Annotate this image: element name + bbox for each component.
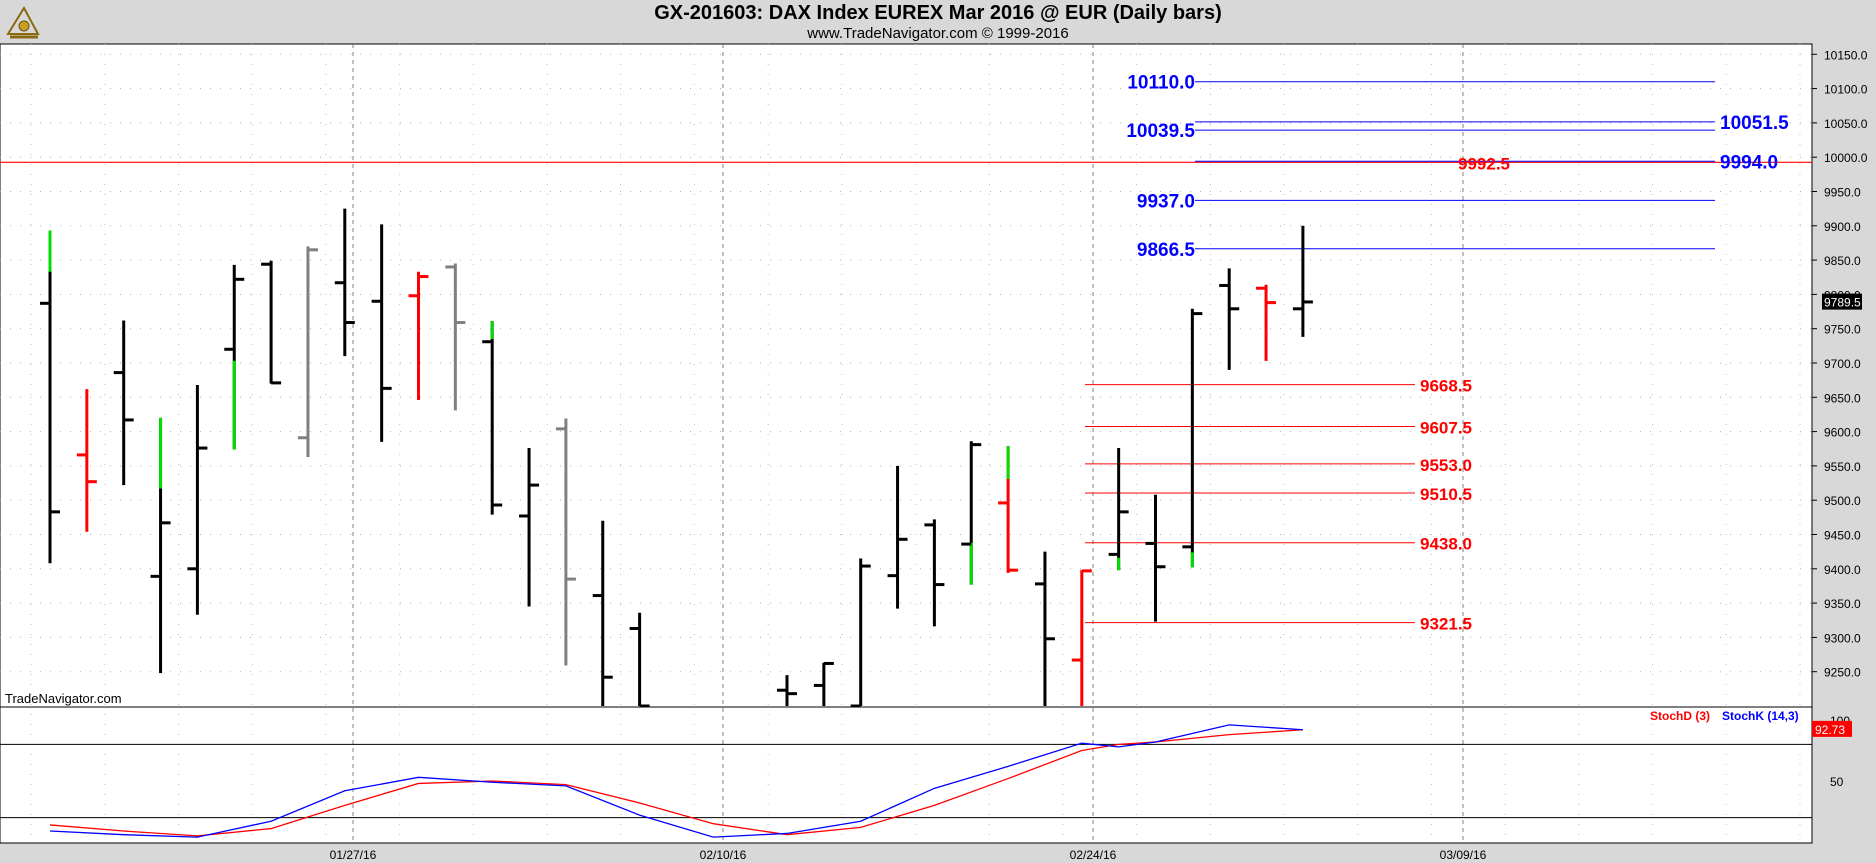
price-tick-label: 9300.0	[1824, 631, 1861, 645]
blue-level-label: 9937.0	[1137, 191, 1195, 212]
stoch-series-line	[49, 724, 1303, 838]
date-axis-band	[0, 843, 1876, 863]
ohlc-bar	[482, 321, 503, 515]
chart-subtitle: www.TradeNavigator.com © 1999-2016	[807, 25, 1069, 42]
ohlc-bar	[887, 465, 908, 609]
sextant-logo-icon	[6, 5, 40, 39]
last-price-label: 9789.5	[1824, 296, 1861, 310]
blue-level-label: 9866.5	[1137, 240, 1196, 261]
price-tick-label: 9350.0	[1824, 597, 1861, 611]
price-tick-label: 9450.0	[1824, 528, 1861, 542]
date-tick-label: 01/27/16	[330, 848, 377, 862]
last-stoch-label: 92.73	[1815, 723, 1845, 737]
last-stoch-tag	[1812, 720, 1852, 737]
ohlc-bar	[924, 519, 945, 627]
blue-level-label: 10039.5	[1126, 121, 1195, 142]
legend-stoch-k: StochK (14,3)	[1722, 709, 1799, 723]
ohlc-bar	[1219, 268, 1240, 370]
price-tick-label: 9700.0	[1824, 357, 1861, 371]
price-tick-label: 9900.0	[1824, 220, 1861, 234]
red-level-label: 9438.0	[1420, 535, 1472, 554]
stoch-tick-label: 50	[1830, 775, 1844, 789]
ohlc-bar	[371, 224, 392, 442]
price-tick-label: 9850.0	[1824, 254, 1861, 268]
last-price-tag	[1822, 293, 1862, 310]
red-level-label: 9510.5	[1420, 485, 1472, 504]
ohlc-bar	[1182, 308, 1203, 568]
red-level-label: 9321.5	[1420, 615, 1472, 634]
red-level-label: 9992.5	[1458, 154, 1510, 173]
red-level-label: 9553.0	[1420, 456, 1472, 475]
price-tick-label: 10000.0	[1824, 151, 1868, 165]
ohlc-bar	[150, 417, 171, 674]
price-axis-band	[1812, 44, 1876, 863]
ohlc-bar	[1145, 494, 1166, 622]
price-tick-label: 9950.0	[1824, 185, 1861, 199]
ohlc-bar	[592, 520, 613, 706]
ohlc-bar	[519, 448, 540, 607]
ohlc-bar	[334, 208, 355, 357]
ohlc-bar	[445, 263, 466, 411]
ohlc-bar	[777, 675, 797, 706]
price-tick-label: 9600.0	[1824, 426, 1861, 440]
ohlc-bar	[1108, 448, 1129, 571]
ohlc-bar	[40, 230, 60, 564]
ohlc-bar	[850, 558, 871, 708]
ohlc-bar	[224, 264, 245, 450]
date-tick-label: 02/24/16	[1070, 848, 1117, 862]
red-level-label: 9607.5	[1420, 418, 1472, 437]
chart-title: GX-201603: DAX Index EUREX Mar 2016 @ EU…	[654, 2, 1222, 24]
ohlc-bar	[187, 384, 208, 615]
ohlc-bar	[261, 260, 282, 385]
ohlc-bar	[555, 418, 576, 666]
price-tick-label: 9650.0	[1824, 391, 1861, 405]
ohlc-bar	[1034, 551, 1055, 706]
price-tick-label: 9750.0	[1824, 323, 1861, 337]
blue-level-label: 10110.0	[1127, 73, 1195, 94]
ohlc-bar	[297, 246, 318, 457]
date-tick-label: 03/09/16	[1440, 848, 1487, 862]
ohlc-bar	[1071, 569, 1092, 706]
ohlc-bar	[113, 320, 134, 486]
price-tick-label: 10050.0	[1824, 117, 1868, 131]
ohlc-bar	[629, 612, 650, 708]
ohlc-bar	[998, 446, 1019, 573]
price-tick-label: 9250.0	[1824, 666, 1861, 680]
price-tick-label: 9500.0	[1824, 494, 1861, 508]
ohlc-bar	[1292, 225, 1313, 337]
price-tick-label: 10150.0	[1824, 48, 1868, 62]
ohlc-bar	[1256, 284, 1277, 361]
ohlc-bar	[408, 271, 429, 401]
header-band	[0, 0, 1876, 44]
ohlc-bar	[961, 441, 982, 585]
ohlc-bar	[813, 661, 834, 706]
price-tick-label: 10100.0	[1824, 83, 1868, 97]
legend-stoch-d: StochD (3)	[1650, 709, 1710, 723]
ohlc-bar	[76, 389, 97, 532]
price-tick-label: 9400.0	[1824, 563, 1861, 577]
stoch-series-line	[49, 729, 1303, 837]
red-level-label: 9668.5	[1420, 377, 1472, 396]
blue-level-label: 9994.0	[1720, 152, 1778, 173]
watermark: TradeNavigator.com	[5, 691, 122, 706]
blue-level-label: 10051.5	[1720, 113, 1789, 134]
date-tick-label: 02/10/16	[700, 848, 747, 862]
price-tick-label: 9550.0	[1824, 460, 1861, 474]
